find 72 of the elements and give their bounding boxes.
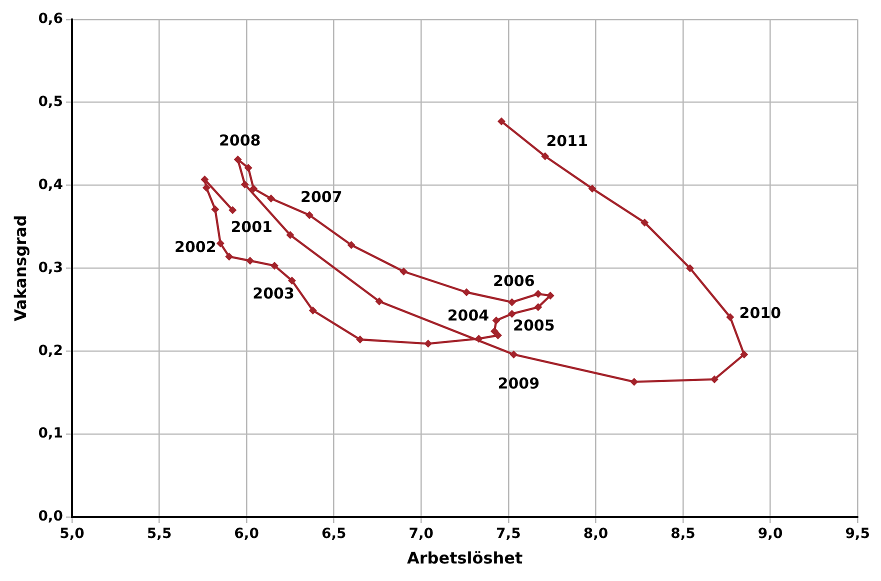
point bbox=[375, 297, 384, 306]
point bbox=[588, 184, 596, 193]
point bbox=[510, 350, 518, 358]
y-tick-label: 0,0 bbox=[38, 508, 64, 525]
y-tick-label: 0,4 bbox=[38, 176, 64, 193]
y-tick-label: 0,2 bbox=[38, 342, 63, 359]
point bbox=[494, 331, 502, 340]
point bbox=[228, 206, 237, 214]
annotation: 2005 bbox=[513, 316, 555, 335]
point bbox=[508, 310, 516, 318]
annotation: 2004 bbox=[447, 306, 490, 324]
y-tick-label: 0,5 bbox=[38, 94, 63, 110]
point bbox=[225, 252, 234, 261]
point bbox=[267, 194, 276, 203]
point bbox=[347, 240, 356, 249]
point bbox=[270, 262, 279, 270]
point bbox=[462, 288, 471, 296]
x-tick-label: 8,5 bbox=[670, 526, 696, 542]
point bbox=[234, 156, 242, 164]
point bbox=[497, 117, 506, 126]
point bbox=[305, 211, 314, 220]
point bbox=[726, 313, 734, 322]
point bbox=[508, 298, 516, 306]
point bbox=[244, 164, 252, 172]
annotation: 2011 bbox=[546, 132, 588, 150]
x-axis-title: Arbetslöshet bbox=[406, 548, 523, 568]
y-tick-label: 0,1 bbox=[38, 426, 63, 442]
y-tick-label: 0,6 bbox=[38, 11, 63, 28]
point bbox=[211, 205, 220, 214]
annotation: 2007 bbox=[300, 188, 342, 206]
point bbox=[686, 264, 694, 272]
point bbox=[546, 292, 554, 300]
point bbox=[240, 180, 249, 188]
y-tick-label: 0,3 bbox=[38, 260, 63, 276]
x-tick-label: 7,0 bbox=[408, 526, 434, 542]
point bbox=[250, 184, 258, 193]
point bbox=[541, 152, 550, 160]
point bbox=[286, 231, 294, 240]
point bbox=[710, 375, 718, 384]
x-tick-label: 6,5 bbox=[321, 526, 346, 542]
x-tick-label: 9,5 bbox=[845, 526, 870, 542]
point bbox=[246, 256, 254, 265]
x-tick-label: 8,0 bbox=[583, 526, 608, 542]
point bbox=[492, 316, 500, 324]
x-tick-label: 5,0 bbox=[60, 526, 85, 542]
point bbox=[308, 306, 317, 314]
point bbox=[216, 239, 224, 248]
annotation: 2002 bbox=[174, 238, 216, 256]
point bbox=[400, 268, 408, 276]
point bbox=[630, 378, 638, 386]
point bbox=[534, 290, 542, 298]
annotation: 2009 bbox=[498, 374, 540, 392]
point bbox=[640, 218, 649, 227]
point bbox=[740, 350, 748, 358]
point bbox=[200, 175, 209, 184]
point bbox=[534, 303, 542, 312]
point bbox=[490, 327, 498, 336]
annotation: 2006 bbox=[493, 272, 535, 290]
point bbox=[288, 276, 296, 285]
x-tick-label: 9,0 bbox=[758, 526, 783, 542]
point bbox=[424, 340, 432, 348]
point bbox=[356, 336, 364, 344]
point bbox=[474, 334, 483, 343]
annotation: 2008 bbox=[218, 131, 261, 150]
annotation: 2001 bbox=[230, 218, 272, 236]
x-tick-label: 6,0 bbox=[234, 526, 260, 542]
annotation: 2003 bbox=[252, 284, 294, 303]
x-tick-label: 7,5 bbox=[496, 526, 521, 542]
annotation: 2010 bbox=[739, 304, 782, 322]
y-axis-title: Vakansgrad bbox=[10, 215, 30, 322]
x-tick-label: 5,5 bbox=[146, 526, 172, 542]
point bbox=[202, 184, 210, 192]
